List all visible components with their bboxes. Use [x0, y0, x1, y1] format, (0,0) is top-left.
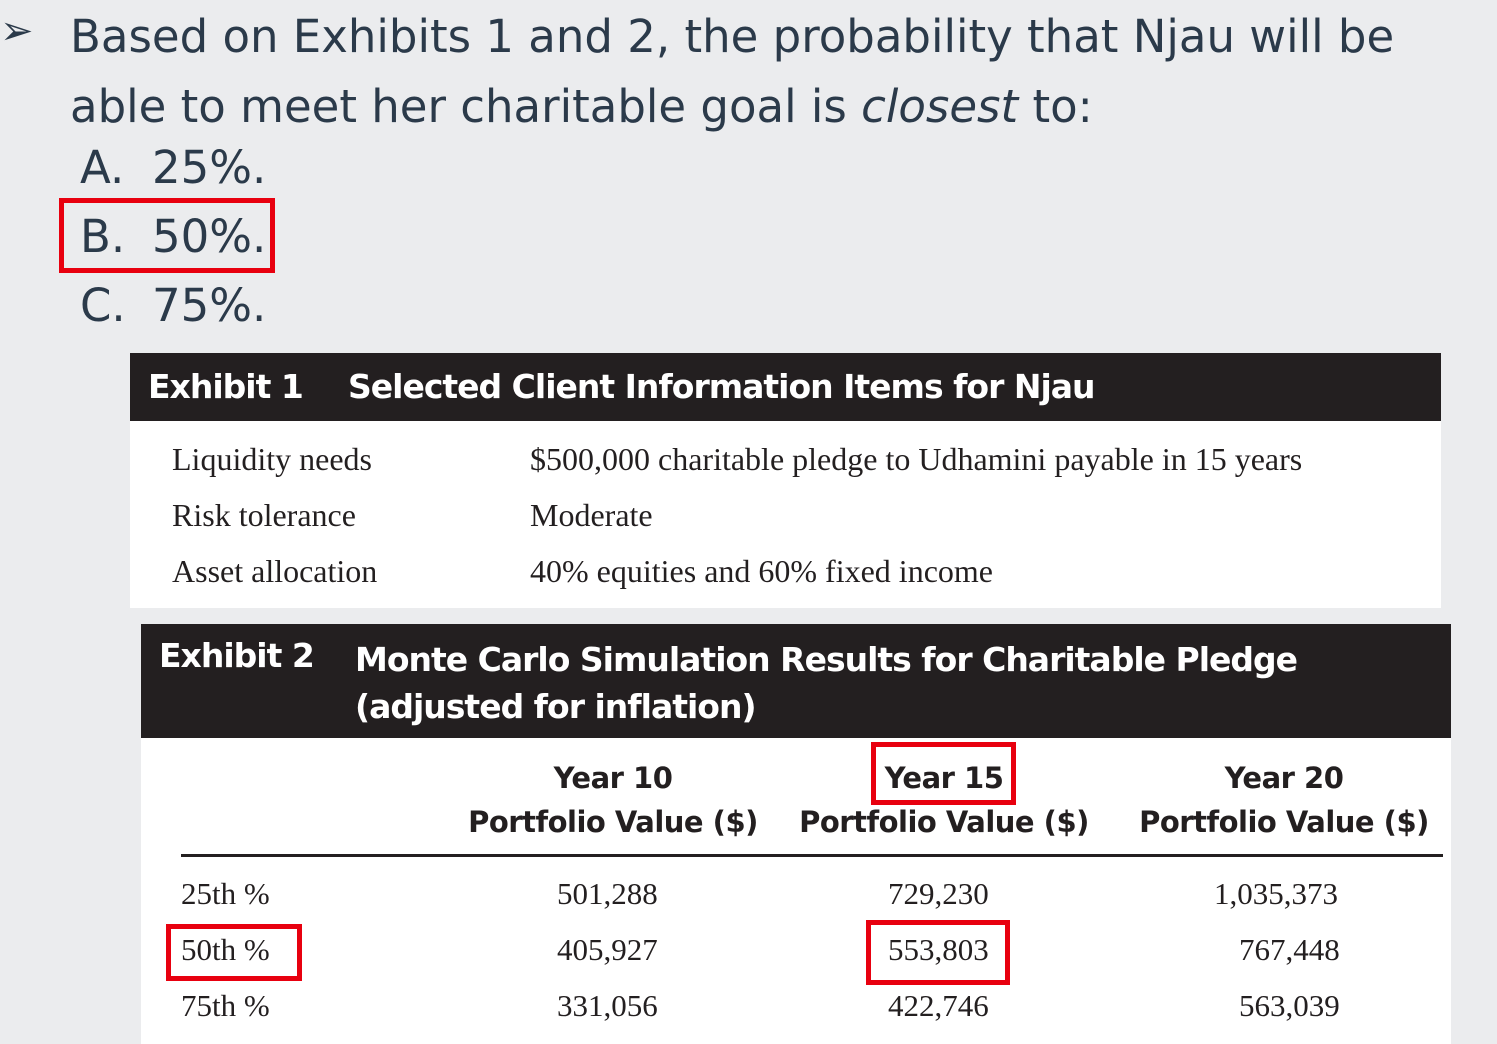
row-label: Risk tolerance [172, 497, 356, 533]
row-label: 25th % [181, 876, 270, 911]
row-value: Moderate [530, 497, 653, 533]
exhibit-2-number: Exhibit 2 [159, 636, 315, 675]
row-label: Asset allocation [172, 553, 378, 589]
row-value: $500,000 charitable pledge to Udhamini p… [530, 441, 1303, 477]
row-label: Liquidity needs [172, 441, 372, 477]
row-value: 40% equities and 60% fixed income [530, 553, 993, 589]
option-a-letter: A. [80, 141, 125, 194]
year-15-highlight-box [871, 742, 1016, 805]
column-subtitle: Portfolio Value ($) [468, 805, 758, 839]
column-year: Year 10 [553, 761, 673, 795]
exhibit-1-number: Exhibit 1 [148, 367, 304, 406]
column-subtitle: Portfolio Value ($) [1139, 805, 1429, 839]
option-b[interactable]: B. 50%. [80, 207, 266, 267]
exhibit-2-header: Exhibit 2 Monte Carlo Simulation Results… [141, 624, 1451, 738]
table-cell: 767,448 [1239, 932, 1340, 967]
column-header-year-20: Year 20 Portfolio Value ($) [1134, 756, 1434, 844]
option-b-letter: B. [80, 210, 126, 263]
table-cell: 729,230 [888, 876, 989, 911]
table-cell: 405,927 [557, 932, 658, 967]
exhibit-1-title: Selected Client Information Items for Nj… [348, 367, 1096, 406]
table-cell: 1,035,373 [1214, 876, 1338, 911]
arrow-bullet-icon: ➢ [0, 8, 34, 54]
table-cell: 501,288 [557, 876, 658, 911]
column-header-year-15: Year 15 Portfolio Value ($) [794, 756, 1094, 844]
question-text-emphasis: closest [861, 80, 1019, 133]
table-cell: 422,746 [888, 988, 989, 1023]
exhibit-1: Exhibit 1 Selected Client Information It… [130, 353, 1441, 608]
50th-percentile-highlight-box [166, 924, 302, 981]
exhibit-2-title: Monte Carlo Simulation Results for Chari… [355, 640, 1298, 726]
option-c[interactable]: C. 75%. [80, 276, 266, 336]
question-text-end: to: [1018, 80, 1093, 133]
option-a-text: 25%. [152, 141, 267, 194]
question-text-main: Based on Exhibits 1 and 2, the probabili… [70, 10, 1395, 133]
question-text: Based on Exhibits 1 and 2, the probabili… [70, 2, 1480, 142]
column-year: Year 20 [1224, 761, 1344, 795]
column-subtitle: Portfolio Value ($) [799, 805, 1089, 839]
option-a[interactable]: A. 25%. [80, 138, 266, 198]
exhibit-1-header: Exhibit 1 Selected Client Information It… [130, 353, 1441, 421]
exhibit-2: Exhibit 2 Monte Carlo Simulation Results… [141, 624, 1451, 1044]
value-553803-highlight-box [866, 920, 1010, 985]
row-label: 50th % [181, 932, 270, 967]
option-c-letter: C. [80, 279, 126, 332]
table-divider [181, 854, 1443, 857]
row-label: 75th % [181, 988, 270, 1023]
table-cell: 331,056 [557, 988, 658, 1023]
table-cell: 553,803 [888, 932, 989, 967]
option-c-text: 75%. [152, 279, 267, 332]
column-year: Year 15 [884, 761, 1004, 795]
answer-highlight-box [59, 198, 275, 273]
table-cell: 563,039 [1239, 988, 1340, 1023]
option-b-text: 50%. [152, 210, 267, 263]
column-header-year-10: Year 10 Portfolio Value ($) [463, 756, 763, 844]
